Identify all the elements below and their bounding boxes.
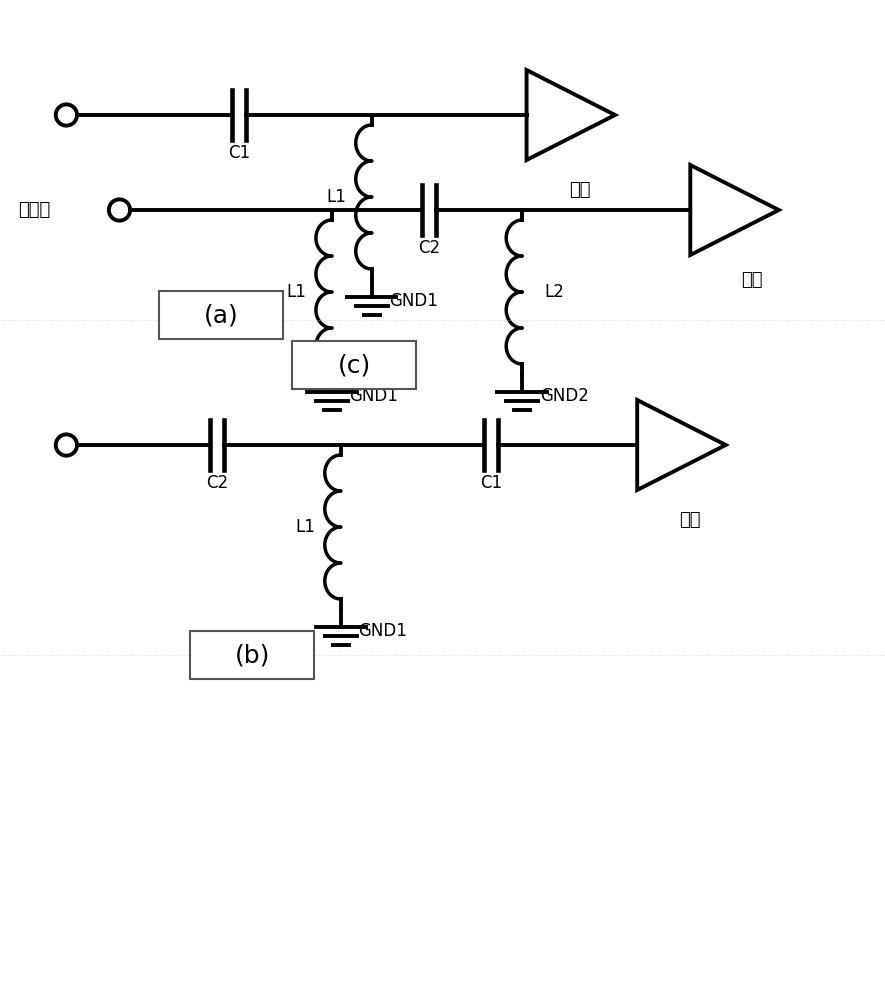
Text: (b): (b)	[235, 643, 270, 667]
Text: 天线: 天线	[680, 511, 701, 529]
Text: GND1: GND1	[350, 387, 398, 405]
Bar	[190, 631, 314, 679]
Text: GND2: GND2	[540, 387, 589, 405]
Bar	[159, 291, 283, 339]
Text: L1: L1	[287, 283, 306, 301]
Text: GND1: GND1	[358, 622, 407, 640]
Text: C1: C1	[481, 474, 503, 492]
Text: L2: L2	[544, 283, 564, 301]
Text: C2: C2	[205, 474, 228, 492]
Text: (a): (a)	[204, 303, 239, 327]
Text: GND1: GND1	[389, 292, 438, 310]
Text: 天线: 天线	[569, 181, 590, 199]
Text: (c): (c)	[337, 353, 371, 377]
Text: 天线: 天线	[742, 271, 763, 289]
Bar	[292, 341, 416, 389]
Text: L1: L1	[327, 188, 346, 206]
Text: C2: C2	[418, 239, 441, 257]
Text: C1: C1	[228, 144, 250, 162]
Text: 馈电点: 馈电点	[18, 201, 50, 219]
Text: L1: L1	[296, 518, 315, 536]
